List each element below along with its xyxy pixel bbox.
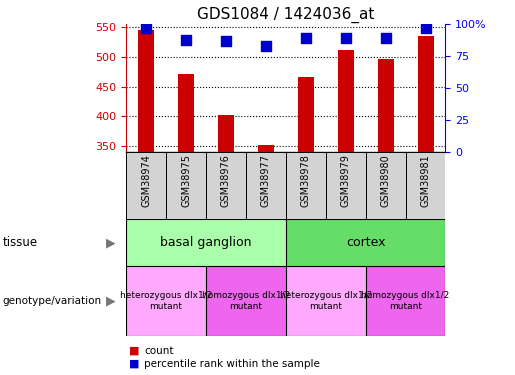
Text: GSM38980: GSM38980 xyxy=(381,154,390,207)
Bar xyxy=(286,266,366,336)
Text: GSM38976: GSM38976 xyxy=(221,154,231,207)
Text: ■: ■ xyxy=(129,359,139,369)
Text: basal ganglion: basal ganglion xyxy=(160,236,252,249)
Bar xyxy=(258,146,274,152)
Text: ▶: ▶ xyxy=(106,294,115,307)
Point xyxy=(142,25,150,31)
Bar xyxy=(377,59,393,152)
Point xyxy=(182,37,190,43)
Text: homozygous dlx1/2
mutant: homozygous dlx1/2 mutant xyxy=(362,291,450,310)
Point xyxy=(222,38,230,44)
Point xyxy=(382,35,390,41)
Text: cortex: cortex xyxy=(346,236,385,249)
Text: percentile rank within the sample: percentile rank within the sample xyxy=(144,359,320,369)
Text: ▶: ▶ xyxy=(106,236,115,249)
Bar xyxy=(178,74,194,152)
Text: GSM38974: GSM38974 xyxy=(141,154,151,207)
Point xyxy=(421,25,430,31)
Point xyxy=(262,43,270,49)
Bar xyxy=(366,266,445,336)
Text: ■: ■ xyxy=(129,346,139,355)
Text: count: count xyxy=(144,346,174,355)
Bar xyxy=(286,219,445,266)
Text: GSM38979: GSM38979 xyxy=(341,154,351,207)
Text: genotype/variation: genotype/variation xyxy=(3,296,101,306)
Text: GSM38981: GSM38981 xyxy=(421,154,431,207)
Point xyxy=(302,35,310,41)
Text: homozygous dlx1/2
mutant: homozygous dlx1/2 mutant xyxy=(202,291,290,310)
Point xyxy=(341,35,350,41)
Bar xyxy=(138,30,154,152)
Bar xyxy=(126,219,286,266)
Bar xyxy=(418,36,434,152)
Bar xyxy=(126,266,206,336)
Bar xyxy=(206,266,286,336)
Text: tissue: tissue xyxy=(3,236,38,249)
Title: GDS1084 / 1424036_at: GDS1084 / 1424036_at xyxy=(197,7,374,23)
Bar xyxy=(338,51,354,152)
Bar xyxy=(298,77,314,152)
Text: heterozygous dlx1/2
mutant: heterozygous dlx1/2 mutant xyxy=(120,291,212,310)
Text: heterozygous dlx1/2
mutant: heterozygous dlx1/2 mutant xyxy=(280,291,372,310)
Text: GSM38978: GSM38978 xyxy=(301,154,311,207)
Bar xyxy=(218,114,234,152)
Text: GSM38977: GSM38977 xyxy=(261,154,271,207)
Text: GSM38975: GSM38975 xyxy=(181,154,191,207)
